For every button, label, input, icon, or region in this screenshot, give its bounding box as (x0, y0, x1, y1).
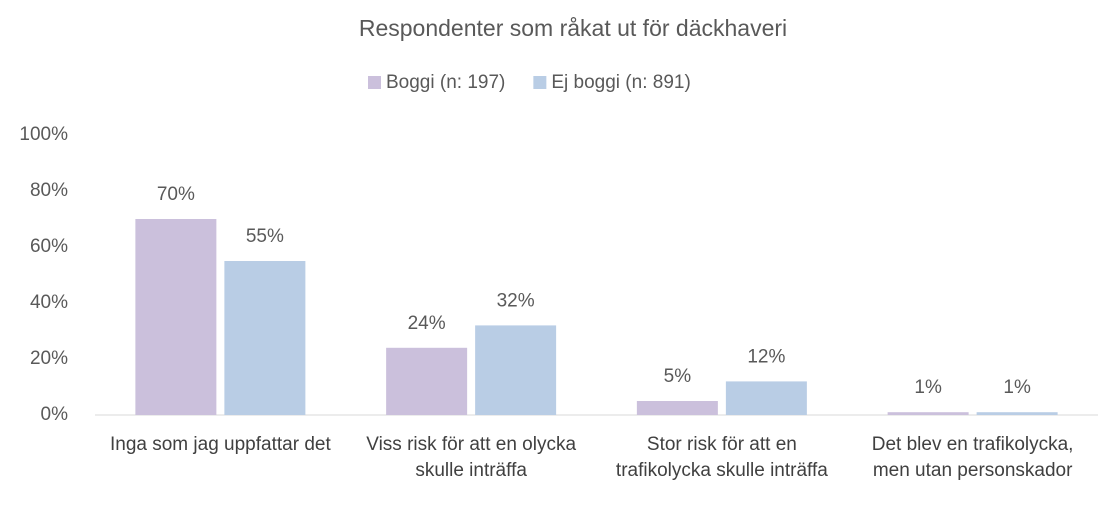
bar (976, 412, 1058, 415)
data-label: 24% (408, 313, 446, 334)
legend-label: Boggi (n: 197) (386, 72, 505, 93)
data-label: 5% (664, 366, 692, 387)
bar (475, 325, 557, 415)
y-tick-label: 40% (30, 292, 68, 313)
y-tick-label: 100% (19, 124, 68, 145)
data-label: 1% (1003, 377, 1031, 398)
legend-swatch (368, 76, 381, 89)
x-tick-label: Viss risk för att en olycka skulle inträ… (366, 434, 577, 481)
legend-label: Ej boggi (n: 891) (551, 72, 690, 93)
y-tick-label: 0% (41, 404, 69, 425)
y-tick-label: 60% (30, 236, 68, 257)
y-tick-label: 80% (30, 180, 68, 201)
data-label: 12% (747, 346, 785, 367)
bar (636, 401, 718, 415)
x-tick-label: Det blev en trafikolycka, men utan perso… (871, 434, 1074, 481)
data-label: 70% (157, 184, 195, 205)
data-label: 32% (497, 290, 535, 311)
bar (887, 412, 969, 415)
chart-title: Respondenter som råkat ut för däckhaveri (359, 15, 787, 41)
bar (224, 261, 306, 415)
x-tick-label: Inga som jag uppfattar det (109, 434, 331, 455)
bar (725, 381, 807, 415)
bar (386, 347, 468, 415)
legend-swatch (533, 76, 547, 89)
data-label: 1% (914, 377, 942, 398)
x-tick-label: Stor risk för att en trafikolycka skulle… (615, 434, 828, 481)
data-label: 55% (246, 226, 284, 247)
y-tick-label: 20% (30, 348, 68, 369)
bar (135, 219, 217, 415)
